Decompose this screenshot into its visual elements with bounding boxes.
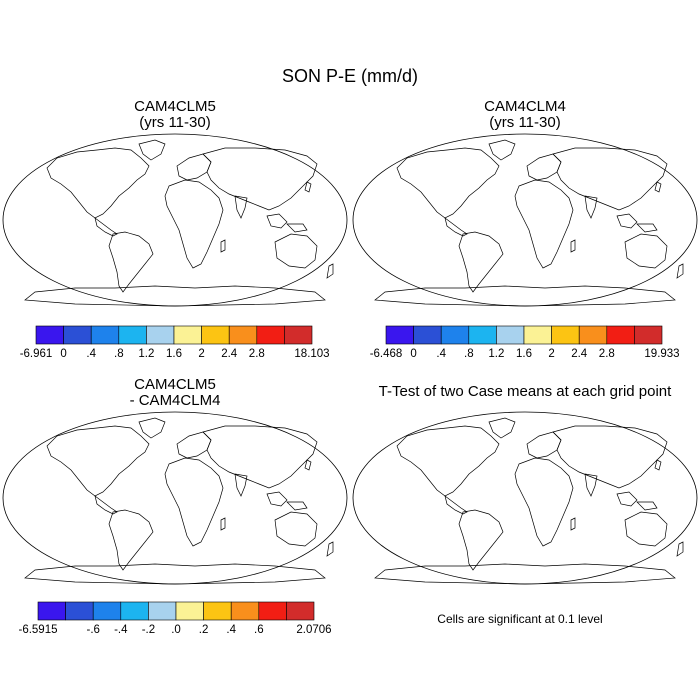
significance-footnote: Cells are significant at 0.1 level (437, 612, 603, 626)
colorbar-label: .6 (254, 624, 264, 636)
colorbar-label: -.6 (86, 624, 99, 636)
map-frame (352, 411, 698, 585)
colorbar-swatch (578, 325, 608, 345)
colorbar-label: .8 (464, 348, 474, 360)
colorbar-cb1: -6.961 0 .4 .8 1.2 1.6 2 2.4 2.8 18.103 (20, 325, 330, 360)
colorbar-swatch (286, 601, 315, 621)
colorbar-label: 2 (198, 348, 204, 360)
colorbar-swatch (173, 325, 202, 345)
panel-title-case2: CAM4CLM4 (yrs 11-30) (370, 99, 680, 131)
colorbar-swatch (175, 601, 204, 621)
colorbar-swatch (148, 601, 177, 621)
colorbar-swatch (118, 325, 147, 345)
panel-title-line1: CAM4CLM5 (134, 376, 216, 393)
colorbar-label: .4 (226, 624, 236, 636)
colorbar-swatch (413, 325, 442, 345)
colorbar-label: 2.8 (249, 348, 265, 360)
colorbar-label: 2.8 (599, 348, 615, 360)
panel-title-case1: CAM4CLM5 (yrs 11-30) (20, 99, 330, 131)
colorbar-label: 2.4 (571, 348, 588, 360)
colorbar-label: .0 (171, 624, 181, 636)
colorbar-swatch (37, 601, 66, 621)
colorbar-label: 18.103 (294, 348, 329, 360)
map-frame (2, 133, 348, 307)
colorbar-label: -6.468 (370, 348, 403, 360)
panel-title-ttest: T-Test of two Case means at each grid po… (378, 383, 672, 400)
colorbar-swatch (258, 601, 287, 621)
colorbar-swatch (523, 325, 552, 345)
colorbar-cb3: -6.5915 -.6 -.4 -.2 .0 .2 .4 .6 2.0706 (18, 601, 332, 636)
colorbar-label: 0 (60, 348, 66, 360)
colorbar-swatch (606, 325, 635, 345)
colorbar-label: 1.2 (138, 348, 154, 360)
colorbar-label: -6.5915 (18, 624, 57, 636)
map-panel-ttest (352, 411, 698, 585)
colorbar-swatch (120, 601, 149, 621)
colorbar-label: .2 (199, 624, 209, 636)
colorbar-swatch (496, 325, 525, 345)
colorbar-swatch (230, 601, 260, 621)
colorbar-swatch (203, 601, 232, 621)
colorbar-swatch (256, 325, 285, 345)
colorbar-cb2: -6.468 0 .4 .8 1.2 1.6 2 2.4 2.8 19.933 (370, 325, 680, 360)
map-panel-diff (2, 411, 348, 585)
colorbar-label: 1.6 (166, 348, 182, 360)
colorbar-label: .4 (436, 348, 446, 360)
colorbar-swatch (146, 325, 175, 345)
map-panel-case2 (352, 133, 698, 307)
colorbar-swatch (634, 325, 663, 345)
panel-title-line2: - CAM4CLM4 (129, 392, 221, 409)
land-field (25, 418, 333, 584)
colorbar-swatch (385, 325, 414, 345)
colorbar-swatch (65, 601, 94, 621)
colorbar-swatch (551, 325, 580, 345)
panel-title-diff: CAM4CLM5 - CAM4CLM4 (20, 377, 330, 409)
colorbar-swatch (228, 325, 258, 345)
colorbar-label: 1.6 (516, 348, 532, 360)
land-field (375, 418, 683, 584)
panel-title-line1: CAM4CLM5 (134, 98, 216, 115)
colorbar-label: -6.961 (20, 348, 53, 360)
colorbar-label: -.2 (142, 624, 155, 636)
panel-title-line2: (yrs 11-30) (139, 114, 211, 131)
figure-title: SON P-E (mm/d) (281, 66, 418, 86)
colorbar-swatch (468, 325, 497, 345)
colorbar-label: .8 (114, 348, 124, 360)
colorbar-label: 1.2 (488, 348, 504, 360)
colorbar-label: 2.4 (221, 348, 238, 360)
coastline (374, 139, 684, 307)
colorbar-swatch (90, 325, 120, 345)
colorbar-label: 19.933 (644, 348, 679, 360)
colorbar-label: 2 (548, 348, 554, 360)
colorbar-swatch (92, 601, 122, 621)
coastline (374, 417, 684, 585)
colorbar-label: -.4 (114, 624, 128, 636)
colorbar-label: .4 (86, 348, 96, 360)
map-panel-case1 (2, 133, 348, 307)
map-frame (2, 411, 348, 585)
colorbar-swatch (201, 325, 230, 345)
colorbar-swatch (440, 325, 470, 345)
coastline (24, 417, 334, 585)
panel-title-line2: (yrs 11-30) (489, 114, 561, 131)
colorbar-swatch (63, 325, 92, 345)
coastline (24, 139, 334, 307)
colorbar-swatch (284, 325, 313, 345)
panel-title-line1: CAM4CLM4 (484, 98, 566, 115)
map-frame (352, 133, 698, 307)
colorbar-swatch (35, 325, 64, 345)
colorbar-label: 0 (410, 348, 416, 360)
colorbar-label: 2.0706 (296, 624, 331, 636)
